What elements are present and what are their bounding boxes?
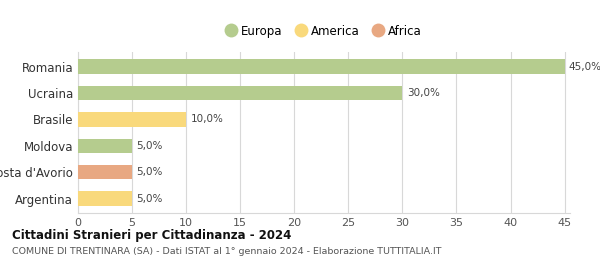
Text: 5,0%: 5,0%: [136, 167, 163, 177]
Text: COMUNE DI TRENTINARA (SA) - Dati ISTAT al 1° gennaio 2024 - Elaborazione TUTTITA: COMUNE DI TRENTINARA (SA) - Dati ISTAT a…: [12, 247, 442, 256]
Bar: [78, 86, 403, 100]
Bar: [78, 191, 132, 206]
Legend: Europa, America, Africa: Europa, America, Africa: [222, 21, 426, 43]
Text: 5,0%: 5,0%: [136, 141, 163, 151]
Bar: [78, 139, 132, 153]
Bar: [78, 165, 132, 179]
Text: Cittadini Stranieri per Cittadinanza - 2024: Cittadini Stranieri per Cittadinanza - 2…: [12, 229, 292, 242]
Text: 45,0%: 45,0%: [569, 62, 600, 72]
Bar: [78, 112, 186, 127]
Bar: [78, 59, 565, 74]
Text: 30,0%: 30,0%: [407, 88, 440, 98]
Text: 5,0%: 5,0%: [136, 194, 163, 204]
Text: 10,0%: 10,0%: [190, 114, 223, 124]
